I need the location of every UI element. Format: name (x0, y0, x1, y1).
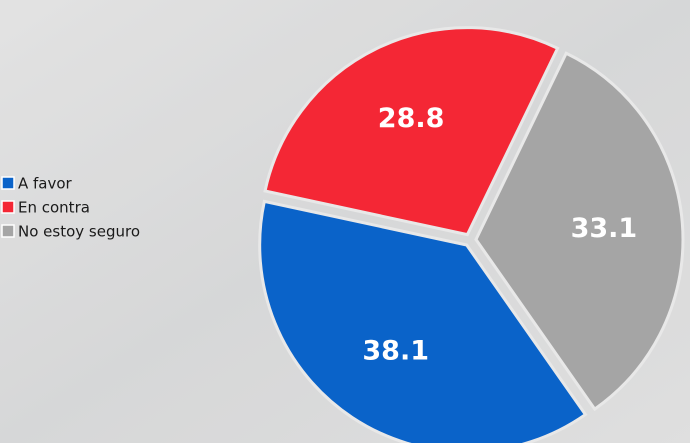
legend-swatch (2, 225, 14, 237)
legend-label: En contra (18, 199, 90, 217)
legend-label: A favor (18, 175, 73, 193)
data-label: 33.1 (571, 213, 638, 244)
data-label: 38.1 (362, 335, 429, 366)
legend-label: No estoy seguro (18, 223, 140, 241)
data-label: 28.8 (378, 103, 445, 134)
legend-swatch (2, 201, 14, 213)
chart: 38.1 28.8 33.1 A favor En contra No estoy se… (0, 0, 690, 443)
legend-swatch (2, 177, 14, 189)
